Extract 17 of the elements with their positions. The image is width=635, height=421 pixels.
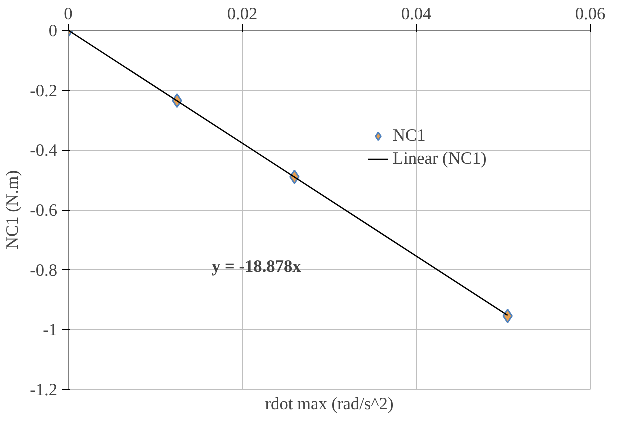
legend-label: NC1: [393, 126, 426, 146]
legend-label: Linear (NC1): [393, 149, 487, 169]
x-axis-title: rdot max (rad/s^2): [265, 394, 394, 414]
y-tick-label: -0.4: [30, 141, 58, 160]
x-tick-label: 0.02: [227, 4, 258, 24]
y-tick-label: 0: [48, 22, 58, 40]
annotation: y = -18.878x: [212, 256, 302, 276]
y-tick-label: -1: [43, 320, 58, 340]
x-tick-label: 0.06: [575, 4, 606, 24]
y-tick-label: -1.2: [30, 380, 58, 400]
x-tick-label: 0.04: [401, 4, 432, 24]
x-tick-label: 0: [64, 4, 73, 24]
y-axis-title: NC1 (N.m): [3, 170, 22, 250]
y-tick-label: -0.8: [30, 260, 58, 280]
point: [502, 308, 513, 324]
y-tick-label: -0.6: [30, 201, 58, 220]
y-tick-label: -0.2: [30, 81, 58, 100]
